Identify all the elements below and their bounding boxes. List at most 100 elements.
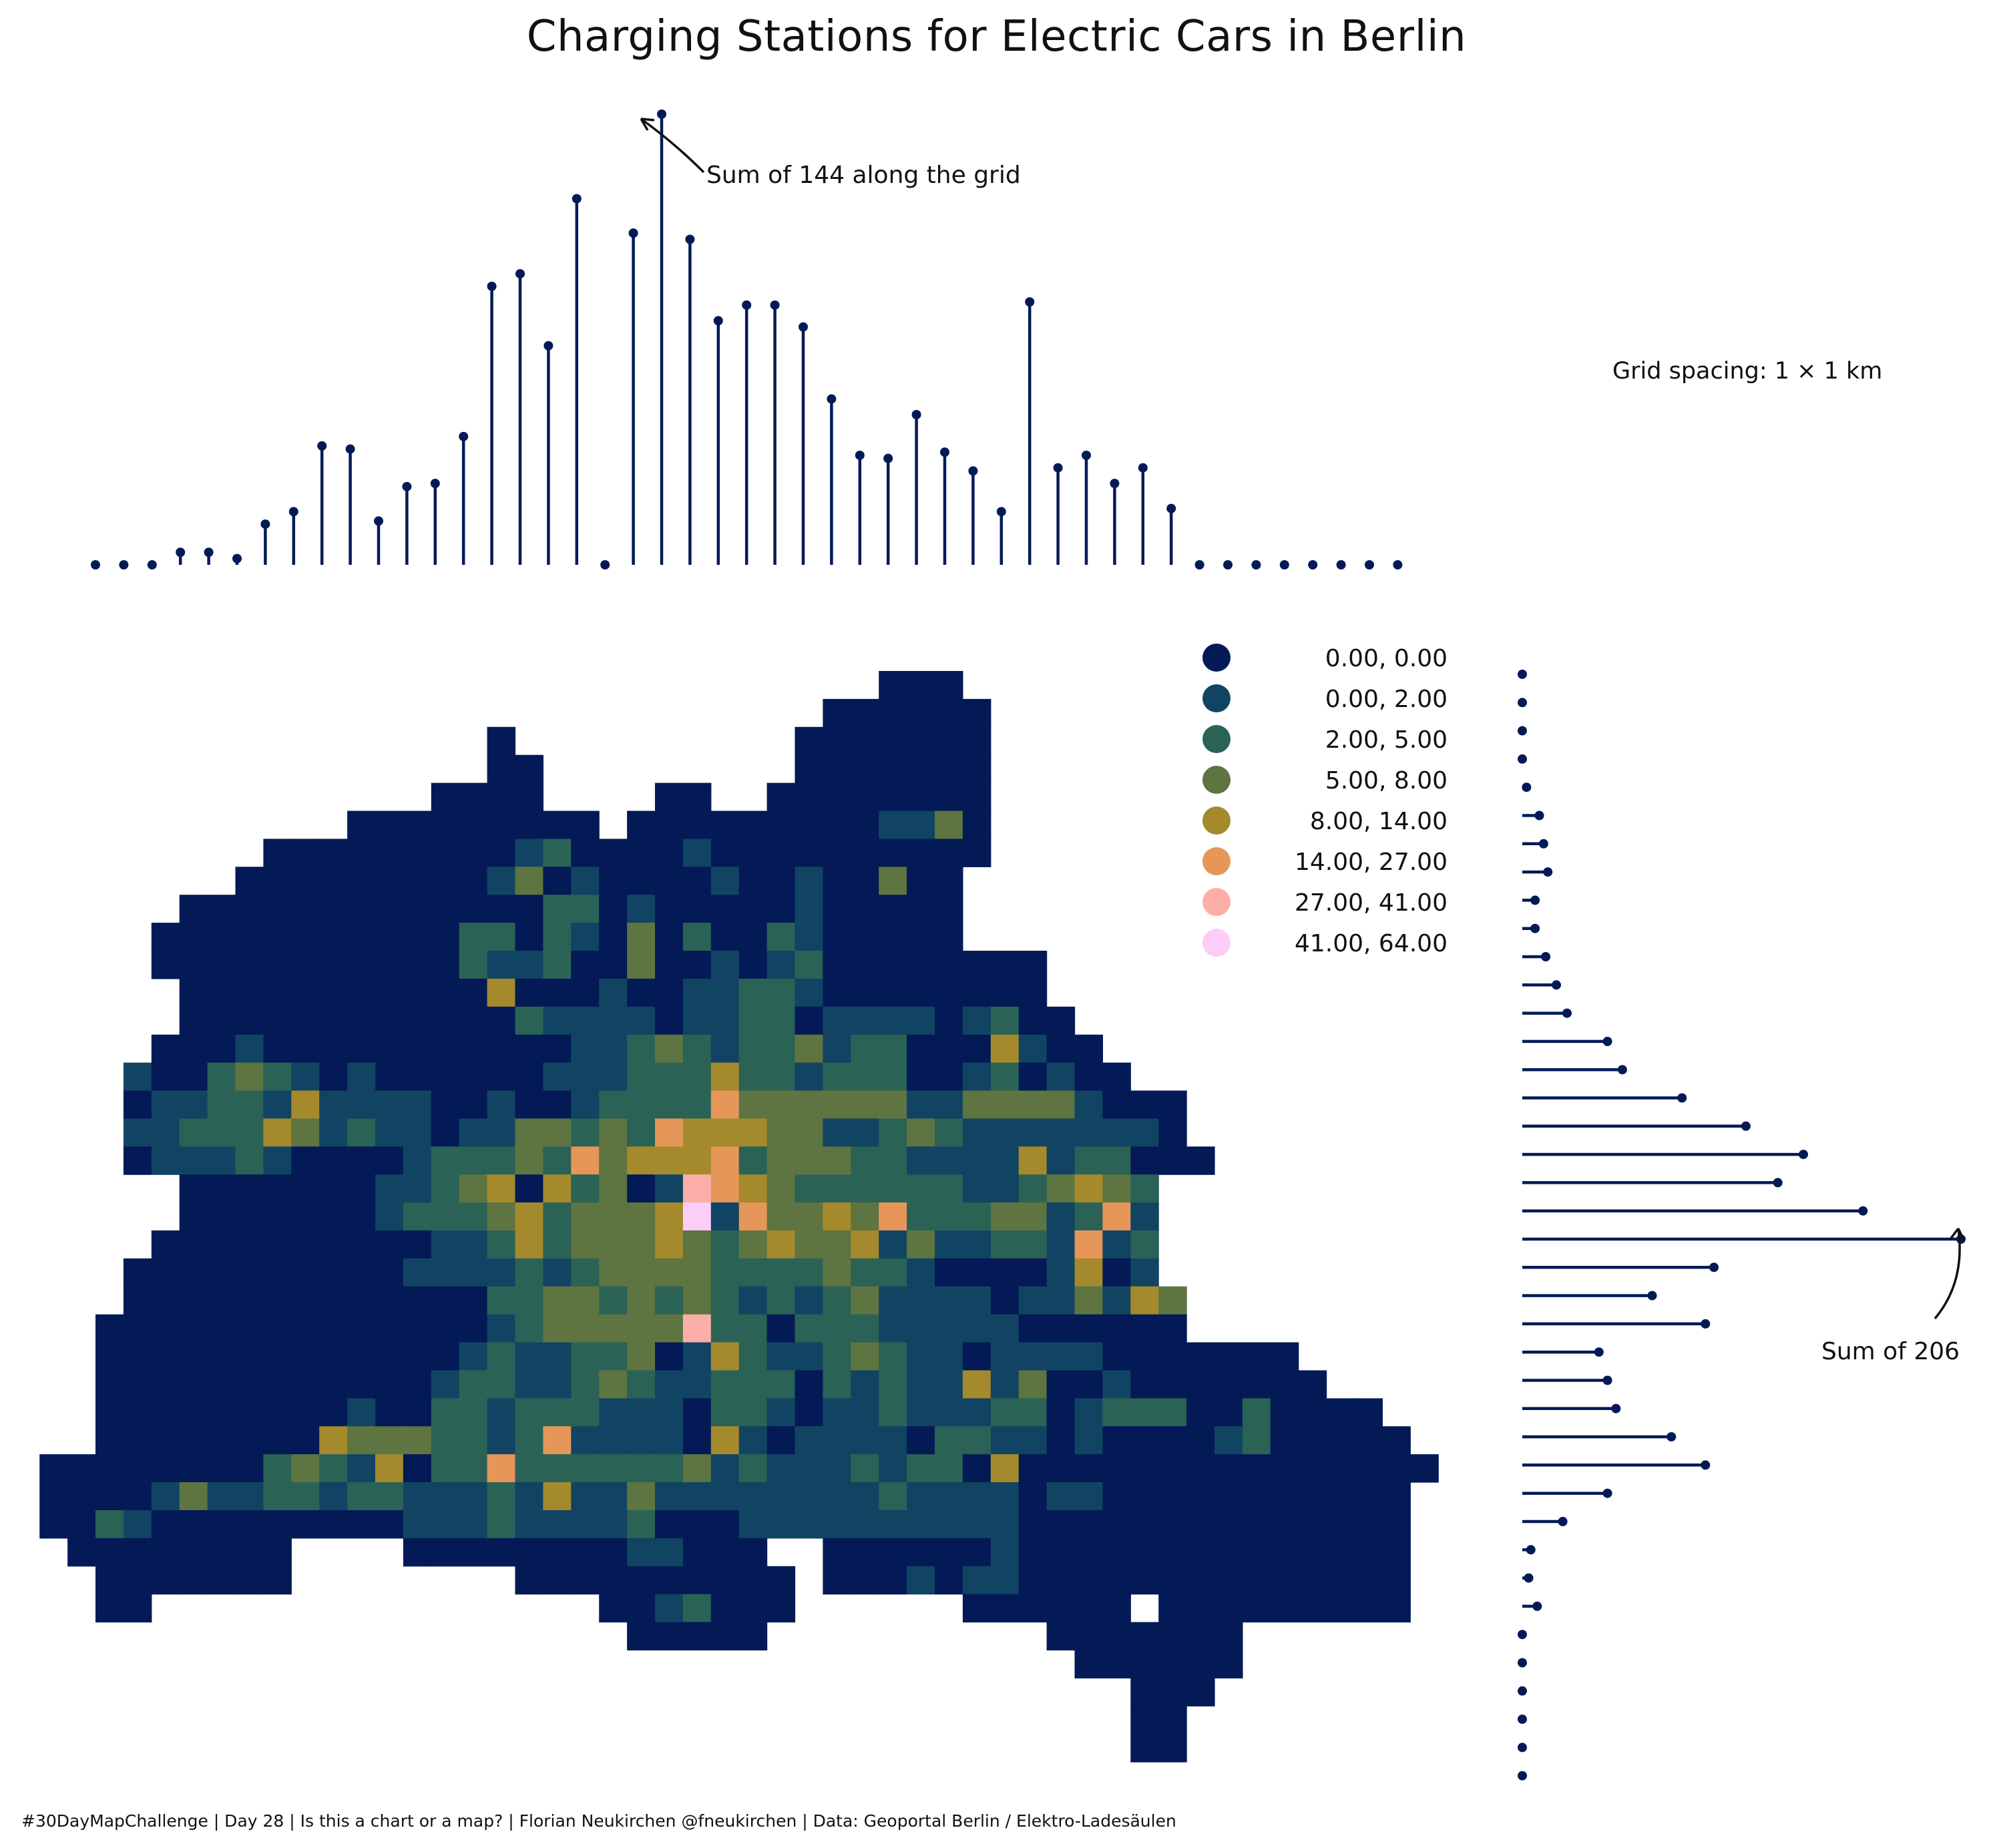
grid-cell [1074,1090,1103,1119]
grid-cell [1046,1510,1076,1539]
grid-cell [738,1006,768,1035]
grid-cell [935,1286,963,1315]
legend-label: 41.00, 64.00 [1295,930,1448,957]
grid-cell [738,895,768,923]
grid-cell [459,839,488,867]
row-sum-point [1543,867,1553,877]
grid-cell [682,978,712,1007]
grid-cell [403,923,432,951]
column-sum-point [515,269,525,279]
grid-cell [1382,1426,1411,1455]
grid-cell [738,1258,768,1287]
grid-cell [682,1426,712,1455]
grid-cell [990,1118,1020,1147]
column-sum-point [996,507,1006,517]
row-sum-point [1541,952,1551,961]
grid-cell [823,1202,851,1231]
grid-cell [962,1454,991,1483]
grid-cell [655,1202,684,1231]
grid-cell [123,1118,152,1147]
grid-cell [599,1538,628,1567]
grid-cell [235,1006,264,1035]
grid-cell [319,1034,348,1064]
grid-cell [1074,1594,1103,1623]
grid-cell [710,1034,740,1064]
grid-cell [95,1538,124,1567]
row-sum-point [1518,726,1527,736]
grid-cell [1186,1566,1215,1595]
grid-cell [1130,1090,1159,1119]
grid-cell [1074,1622,1103,1651]
grid-cell [347,1202,376,1231]
grid-cell [207,1090,236,1119]
row-sum-point [1602,1488,1612,1498]
grid-cell [291,1090,320,1119]
grid-cell [375,978,404,1007]
grid-cell [990,1258,1020,1287]
grid-cell [710,1566,740,1595]
grid-cell [151,1426,180,1455]
legend-label: 8.00, 14.00 [1310,808,1448,835]
column-sum-point [430,479,440,489]
grid-cell [347,1062,376,1092]
grid-cell [990,1202,1020,1231]
grid-cell [1242,1510,1271,1539]
grid-cell [1158,1706,1187,1735]
row-sum-point [1518,1658,1527,1668]
grid-cell [851,1510,879,1539]
grid-cell [766,839,796,867]
grid-cell [710,1454,740,1483]
grid-cell [151,1146,180,1175]
grid-cell [263,1006,292,1035]
grid-cell [431,1090,460,1119]
grid-cell [1158,1482,1187,1511]
grid-cell [1326,1566,1355,1595]
grid-cell [543,1146,572,1175]
grid-cell [1102,1202,1131,1231]
grid-cell [151,1090,180,1119]
grid-cell [123,1482,152,1511]
grid-cell [515,1342,543,1371]
grid-cell [599,1118,628,1147]
grid-cell [1186,1678,1215,1706]
grid-cell [990,951,1020,979]
grid-cell [851,1370,879,1399]
grid-cell [599,1454,628,1483]
grid-cell [431,1538,460,1567]
grid-cell [710,1510,740,1539]
grid-cell [907,951,935,979]
grid-cell [1354,1454,1383,1483]
grid-cell [207,1034,236,1064]
grid-cell [738,1034,768,1064]
grid-cell [319,1398,348,1427]
grid-cell [795,978,823,1007]
grid-cell [347,1146,376,1175]
grid-cell [403,1202,432,1231]
grid-cell [487,1146,516,1175]
grid-cell [487,923,516,951]
grid-cell [515,1174,543,1203]
grid-cell [1158,1650,1187,1678]
column-sum-point [572,194,582,204]
grid-cell [879,1510,907,1539]
grid-cell [599,1230,628,1259]
grid-cell [907,1258,935,1287]
grid-cell [487,1510,516,1539]
grid-cell [347,1006,376,1035]
legend-swatch [1202,929,1231,957]
grid-cell [710,1622,740,1651]
grid-cell [543,1538,572,1567]
grid-cell [515,1258,543,1287]
grid-cell [710,1482,740,1511]
grid-cell [179,1398,208,1427]
grid-cell [571,1090,600,1119]
grid-cell [935,1006,963,1035]
grid-cell [319,951,348,979]
grid-cell [571,1482,600,1511]
grid-cell [738,1426,768,1455]
grid-cell [879,1482,907,1511]
grid-cell [207,1566,236,1595]
grid-cell [907,1118,935,1147]
grid-cell [263,1090,292,1119]
grid-cell [738,1622,768,1651]
